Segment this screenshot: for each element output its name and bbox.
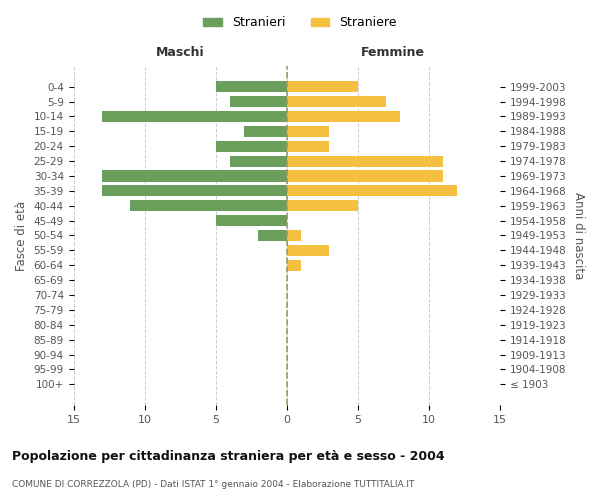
Y-axis label: Anni di nascita: Anni di nascita — [572, 192, 585, 279]
Text: COMUNE DI CORREZZOLA (PD) - Dati ISTAT 1° gennaio 2004 - Elaborazione TUTTITALIA: COMUNE DI CORREZZOLA (PD) - Dati ISTAT 1… — [12, 480, 415, 489]
Y-axis label: Fasce di età: Fasce di età — [15, 200, 28, 270]
Bar — [287, 81, 358, 92]
Bar — [287, 186, 457, 196]
Bar — [287, 156, 443, 166]
Text: Popolazione per cittadinanza straniera per età e sesso - 2004: Popolazione per cittadinanza straniera p… — [12, 450, 445, 463]
Bar — [287, 126, 329, 137]
Bar — [130, 200, 287, 211]
Bar — [230, 156, 287, 166]
Bar — [287, 230, 301, 241]
Bar — [287, 260, 301, 271]
Bar — [259, 230, 287, 241]
Bar — [102, 111, 287, 122]
Bar — [287, 170, 443, 181]
Bar — [215, 140, 287, 152]
Bar — [287, 245, 329, 256]
Bar — [287, 111, 400, 122]
Text: Femmine: Femmine — [361, 46, 425, 59]
Bar — [287, 96, 386, 107]
Bar — [287, 200, 358, 211]
Bar — [102, 170, 287, 181]
Bar — [102, 186, 287, 196]
Legend: Stranieri, Straniere: Stranieri, Straniere — [198, 11, 402, 34]
Text: Maschi: Maschi — [156, 46, 205, 59]
Bar — [215, 215, 287, 226]
Bar — [287, 140, 329, 152]
Bar — [215, 81, 287, 92]
Bar — [244, 126, 287, 137]
Bar — [230, 96, 287, 107]
